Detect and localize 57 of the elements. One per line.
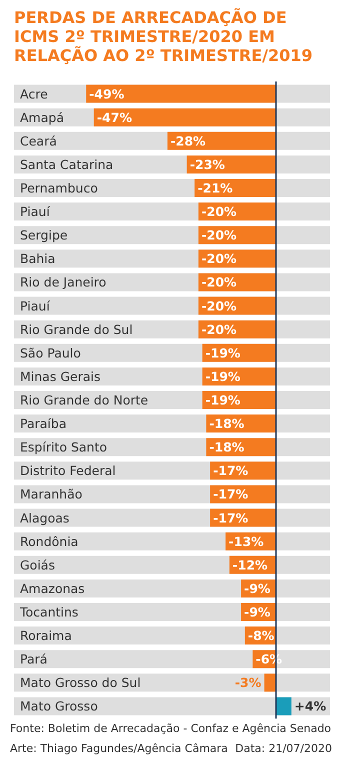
y-tick-label: Maranhão <box>20 486 82 502</box>
data-label: -20% <box>201 298 238 314</box>
data-label: -19% <box>205 392 241 408</box>
data-label: -8% <box>248 628 275 644</box>
y-tick-label: Alagoas <box>20 510 70 526</box>
y-tick-label: Mato Grosso <box>20 698 98 714</box>
y-tick-label: Pará <box>20 652 48 667</box>
data-label: -20% <box>201 274 238 290</box>
data-label: -17% <box>213 463 249 478</box>
data-label: -20% <box>201 251 238 266</box>
y-tick-label: Piauí <box>20 298 50 314</box>
data-label: -20% <box>201 228 238 243</box>
y-tick-label: São Paulo <box>20 345 81 360</box>
y-tick-label: Espírito Santo <box>20 440 108 455</box>
data-label: -12% <box>232 557 268 572</box>
y-tick-label: Sergipe <box>20 228 68 243</box>
y-tick-label: Tocantins <box>19 604 78 620</box>
chart-title: PERDAS DE ARRECADAÇÃO DE ICMS 2º TRIMESTRE/2020 EM RELAÇÃO AO 2º TRIMESTRE/2019 <box>14 8 314 65</box>
y-tick-label: Paraíba <box>20 416 67 432</box>
y-tick-label: Santa Catarina <box>20 156 114 172</box>
y-tick-label: Distrito Federal <box>20 463 116 478</box>
y-tick-label: Piauí <box>20 204 50 220</box>
y-tick-label: Amazonas <box>20 580 85 596</box>
data-label: -19% <box>205 345 241 360</box>
y-tick-label: Rio de Janeiro <box>20 274 106 290</box>
y-tick-label: Bahia <box>20 251 56 266</box>
y-tick-label: Ceará <box>20 133 57 148</box>
y-tick-label: Rio Grande do Norte <box>20 392 148 408</box>
data-label: -17% <box>213 510 249 526</box>
data-label: +4% <box>294 698 327 714</box>
text: Data: 21/07/2020 <box>235 742 332 755</box>
data-label: -9% <box>244 580 271 596</box>
data-label: -18% <box>209 416 245 432</box>
data-label: -9% <box>244 604 271 620</box>
data-label: -13% <box>228 534 264 549</box>
y-tick-label: Mato Grosso do Sul <box>20 675 141 690</box>
data-label: -20% <box>201 322 238 337</box>
y-tick-label: Minas Gerais <box>20 368 100 384</box>
data-label: -19% <box>205 368 241 384</box>
data-label: -20% <box>201 204 238 220</box>
data-label: -18% <box>209 440 245 455</box>
y-tick-label: Pernambuco <box>20 180 98 196</box>
source-note: Fonte: Boletim de Arrecadação - Confaz e Agência Senado <box>10 722 332 735</box>
data-label: -23% <box>190 156 226 172</box>
data-label: -21% <box>198 180 234 196</box>
data-label: -3% <box>234 675 262 690</box>
y-tick-label: Rio Grande do Sul <box>20 322 133 337</box>
data-label: -47% <box>96 110 132 125</box>
data-label: -28% <box>170 133 206 148</box>
y-tick-label: Amapá <box>20 110 64 125</box>
text: Arte: Thiago Fagundes/Agência Câmara <box>10 742 228 755</box>
y-tick-label: Goiás <box>20 557 55 572</box>
y-tick-label: Rondônia <box>20 534 78 549</box>
y-tick-label: Roraima <box>20 628 72 644</box>
data-label: -17% <box>213 486 249 502</box>
data-label: -49% <box>89 86 125 102</box>
y-tick-label: Acre <box>20 86 48 102</box>
